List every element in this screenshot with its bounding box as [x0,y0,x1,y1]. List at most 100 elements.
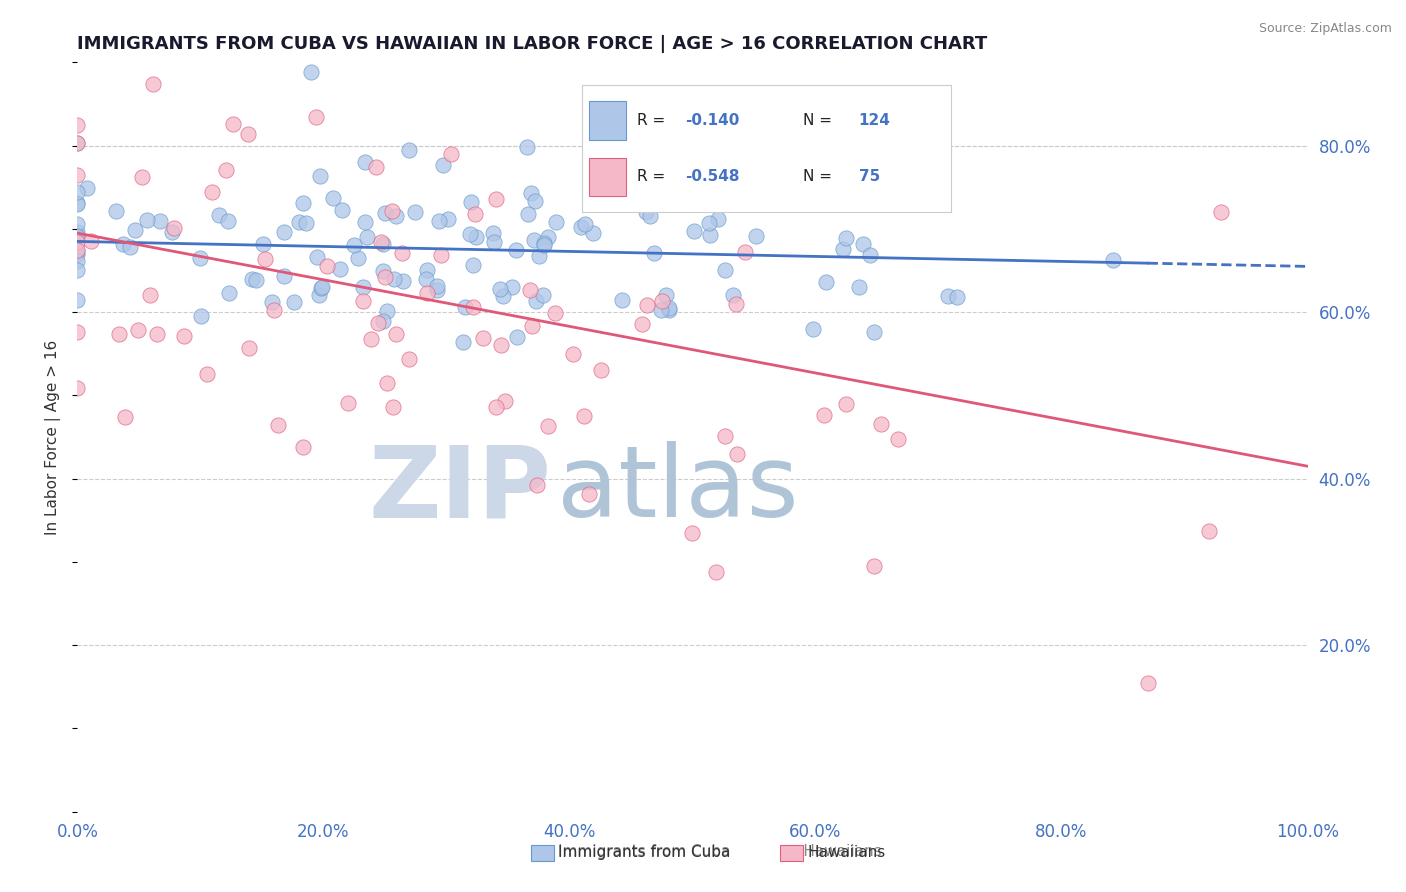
Point [66,262,89,277]
Point [432,158,454,172]
Point [367,316,389,330]
Point [66,196,89,211]
Point [464,207,486,221]
Point [292,195,315,210]
Point [516,140,538,154]
Point [66,381,89,395]
Point [107,327,129,342]
Point [636,298,658,312]
Point [245,273,267,287]
Point [352,279,374,293]
Point [578,487,600,501]
Point [346,252,368,266]
Point [440,147,463,161]
Text: Immigrants from Cuba: Immigrants from Cuba [558,846,731,860]
Point [862,559,884,574]
Point [488,282,510,296]
Point [114,409,136,424]
Point [522,319,544,334]
Point [136,213,159,227]
Point [630,317,652,331]
Point [163,220,186,235]
Point [138,287,160,301]
Point [1211,205,1233,219]
Point [533,235,555,250]
Point [651,293,673,308]
Point [427,214,450,228]
Point [519,283,541,297]
Point [544,305,567,319]
Point [66,168,89,182]
Point [273,269,295,284]
Point [636,205,658,219]
Point [724,297,747,311]
Point [714,262,737,277]
Text: atlas: atlas [557,441,799,538]
Point [375,304,398,318]
Point [142,77,165,91]
Point [713,428,735,442]
Point [569,220,592,235]
Point [311,280,333,294]
Point [505,243,527,257]
Point [263,302,285,317]
Point [471,330,494,344]
Point [815,275,838,289]
Point [370,235,392,249]
Point [288,215,311,229]
Point [725,447,748,461]
Point [451,335,474,350]
Point [252,237,274,252]
Point [66,225,89,239]
Point [574,218,596,232]
Point [371,236,394,251]
Point [66,293,89,307]
Point [501,280,523,294]
Point [721,288,744,302]
Point [190,309,212,323]
Point [655,287,678,301]
Point [195,367,218,381]
Point [236,127,259,141]
Point [398,143,420,157]
Point [217,213,239,227]
Point [458,227,481,242]
Text: IMMIGRANTS FROM CUBA VS HAWAIIAN IN LABOR FORCE | AGE > 16 CORRELATION CHART: IMMIGRANTS FROM CUBA VS HAWAIIAN IN LABO… [77,35,987,53]
Point [66,247,89,261]
Point [524,294,547,309]
Point [273,225,295,239]
Point [852,237,875,252]
Point [127,322,149,336]
Point [638,210,661,224]
Point [66,118,89,132]
Point [260,294,283,309]
Point [1102,252,1125,267]
Point [354,154,377,169]
Point [520,186,543,201]
Point [682,525,704,540]
Point [744,228,766,243]
Point [391,245,413,260]
Point [124,223,146,237]
Point [120,239,142,253]
Point [492,289,515,303]
Point [704,565,727,579]
Point [240,272,263,286]
Point [149,213,172,227]
Point [707,211,730,226]
Point [582,226,605,240]
Point [308,287,330,301]
Point [1198,524,1220,538]
Point [531,288,554,302]
Point [173,329,195,343]
Point [354,215,377,229]
Point [104,204,127,219]
Point [404,205,426,219]
Point [460,194,482,209]
Point [936,289,959,303]
Text: Hawaiians: Hawaiians [807,846,886,860]
Point [461,258,484,272]
Point [572,409,595,423]
Point [366,160,388,174]
Point [610,293,633,307]
